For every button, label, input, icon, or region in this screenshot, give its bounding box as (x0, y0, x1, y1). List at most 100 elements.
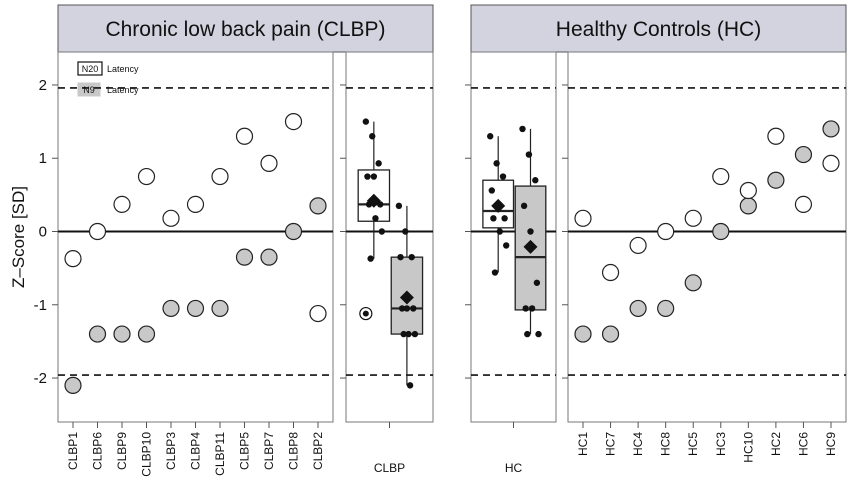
hc-n20-point (767, 127, 785, 145)
clbp-n9-jitter-point (400, 330, 407, 338)
clbp-n20-jitter-point (362, 118, 370, 125)
clbp-summary-label: CLBP (374, 461, 405, 475)
clbp-n9-point (113, 325, 131, 343)
clbp-n20-mean-diamond (366, 193, 381, 208)
hc-n20-jitter-point (496, 228, 503, 235)
y-axis-title: Z–Score [SD] (9, 186, 28, 288)
clbp-n20-jitter-point (375, 160, 382, 167)
y-tick-label: 2 (39, 77, 47, 94)
x-category-label: CLBP10 (140, 432, 154, 477)
hc-n9-point (739, 197, 757, 215)
x-category-label: HC3 (714, 432, 728, 456)
y-tick-label: -1 (34, 297, 47, 314)
hc-n9-point (574, 325, 592, 343)
clbp-n20-jitter-point (364, 173, 371, 180)
legend-n20-key: N20 (82, 64, 99, 74)
hc-n9-jitter-point (533, 279, 541, 286)
clbp-n20-point (162, 209, 180, 227)
clbp-n9-jitter-point (403, 305, 411, 312)
hc-n20-point (712, 167, 730, 186)
hc-n20-mean-diamond (491, 198, 506, 213)
clbp-n20-outlier-point (362, 310, 369, 317)
legend-n9-key-box (77, 82, 101, 97)
hc-n20-jitter-point (491, 269, 499, 276)
clbp-n20-jitter-point (369, 133, 376, 140)
clbp-n9-point (211, 299, 229, 318)
x-category-label: CLBP11 (213, 432, 227, 476)
x-category-label: CLBP9 (115, 432, 129, 470)
hc-n9-jitter-point (535, 330, 542, 338)
clbp-n9-point (137, 325, 156, 343)
clbp-n9-point (260, 248, 278, 266)
clbp-n20-jitter-point (372, 215, 379, 222)
x-category-label: CLBP3 (164, 432, 178, 470)
clbp-n9-jitter-point (395, 202, 403, 210)
clbp-n9-point (186, 299, 205, 318)
clbp-n9-point (284, 222, 303, 241)
hc-n9-jitter-point (532, 177, 539, 184)
hc-n9-point (601, 325, 620, 343)
clbp-n9-point (64, 376, 82, 394)
hc-n20-jitter-point (499, 173, 507, 180)
x-category-label: CLBP1 (66, 432, 80, 470)
clbp-n9-point (235, 248, 254, 266)
clbp-n9-jitter-point (406, 382, 414, 389)
clbp-n9-jitter-point (410, 305, 417, 312)
hc-n9-jitter-point (519, 125, 526, 133)
hc-n20-jitter-point (487, 133, 494, 140)
legend-n20-label: Latency (107, 64, 139, 74)
legend-n20-key-box (77, 61, 103, 76)
hc-n20-point (684, 209, 702, 227)
chart-marks: CLBP1 CLBP6 CLBP9 CLBP10 CLBP3 CLBP4 CLBP11 CLB… (58, 87, 846, 477)
hc-n20-point (657, 222, 675, 241)
hc-n9-point (629, 299, 647, 318)
hc-n20-jitter-point (490, 215, 497, 222)
hc-n9-jitter-point (524, 330, 531, 338)
hc-n20-point (794, 195, 813, 213)
hc-panel-title: Healthy Controls (HC) (556, 18, 761, 41)
clbp-n9-jitter-point (398, 305, 406, 312)
clbp-n20-point (113, 195, 131, 213)
clbp-n9-jitter-point (411, 330, 419, 338)
x-category-label: HC6 (796, 432, 810, 456)
hc-n20-jitter-point (503, 242, 510, 249)
hc-n20-jitter-point (493, 160, 500, 167)
hc-n9-point (767, 171, 785, 189)
y-axis: -2 -1 0 1 2 (34, 77, 568, 387)
clbp-title-strip (57, 4, 434, 53)
clbp-n20-jitter-point (370, 173, 378, 180)
x-category-label: HC10 (741, 432, 755, 463)
x-category-label: CLBP4 (189, 432, 203, 470)
hc-n9-mean-diamond (523, 239, 538, 254)
y-tick-label: 0 (39, 224, 47, 241)
hc-n9-jitter-point (527, 228, 534, 235)
clbp-n9-point (162, 299, 180, 318)
clbp-n20-jitter-point (367, 255, 374, 262)
clbp-n20-jitter-point (378, 228, 386, 235)
clbp-n9-jitter-point (402, 228, 409, 235)
hc-n9-jitter-point (528, 305, 536, 312)
clbp-n20-point (88, 222, 107, 241)
clbp-n20-point (235, 127, 254, 145)
x-category-label: CLBP5 (238, 432, 252, 470)
y-tick-label: -2 (34, 370, 47, 387)
legend-n9-key: N9 (83, 85, 95, 95)
hc-n20-jitter-point (501, 215, 508, 222)
hc-summary-label: HC (505, 461, 523, 475)
hc-individual-panel (567, 51, 847, 423)
clbp-n9-jitter-point (397, 253, 404, 261)
hc-n20-point (601, 263, 620, 282)
x-category-label: CLBP2 (311, 432, 325, 470)
clbp-panel-title: Chronic low back pain (CLBP) (105, 18, 385, 41)
hc-n20-point (574, 209, 592, 227)
clbp-n20-point (260, 154, 278, 172)
clbp-n9-jitter-point (408, 253, 415, 261)
hc-n9-jitter-point (525, 151, 533, 158)
hc-n20-point (629, 236, 647, 255)
hc-n9-jitter-point (522, 305, 529, 312)
x-category-label: HC7 (604, 432, 618, 456)
clbp-summary-panel (345, 51, 434, 423)
x-category-label: HC9 (824, 432, 838, 456)
hc-n20-jitter-point (488, 187, 495, 194)
